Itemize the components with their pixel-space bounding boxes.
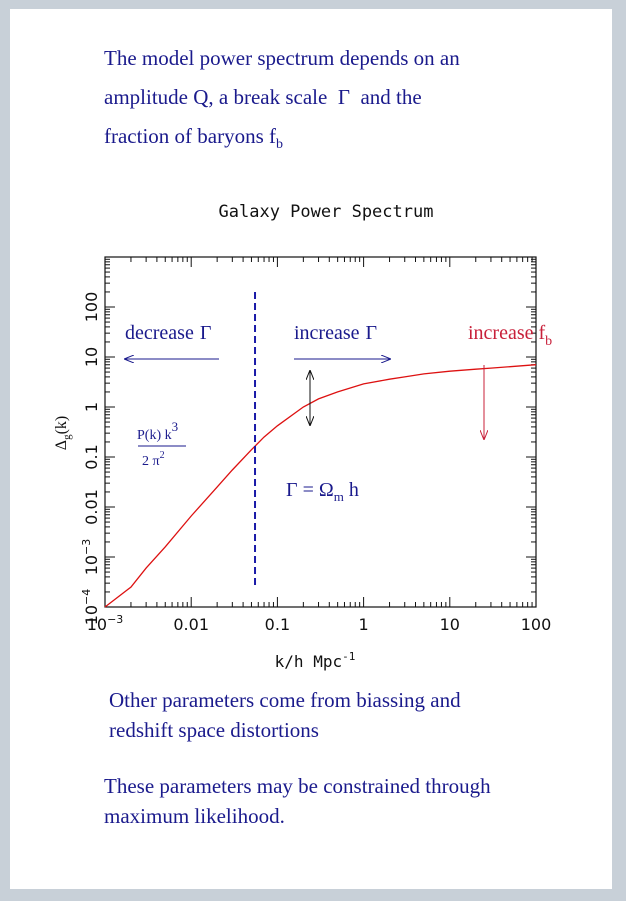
x-tick-label-text: 10: [87, 615, 107, 634]
decrease-gamma: Γ: [200, 322, 212, 344]
power-spectrum-curve: [104, 364, 537, 608]
plot-frame: [104, 256, 537, 608]
increase-text: increase: [294, 322, 360, 344]
gamma-eq-rhs: h: [344, 479, 359, 501]
y-tick-label-sup: −4: [80, 589, 93, 605]
y-tick-label: 10: [82, 347, 101, 367]
y-axis-label-tail: (k): [53, 416, 70, 435]
x-tick-label-text: 0.1: [265, 615, 290, 634]
decrease-text: decrease: [125, 322, 194, 344]
gamma-equation: Γ = Ωm h: [286, 479, 359, 504]
chart-title: Galaxy Power Spectrum: [219, 202, 434, 222]
other-parameters-paragraph: Other parameters come from biassing and …: [109, 685, 569, 745]
constrained-line-2: maximum likelihood.: [104, 804, 285, 828]
increase-fb-text: increase f: [468, 322, 546, 344]
gamma-symbol: Γ: [337, 85, 350, 109]
x-tick-label: 1: [359, 615, 369, 634]
gamma-eq-sub: m: [334, 489, 344, 504]
y-tick-label-text: 10: [82, 555, 101, 575]
increase-gamma: Γ: [366, 322, 378, 344]
x-tick-label: 10: [440, 615, 460, 634]
x-tick-label-sup: −3: [107, 613, 123, 626]
formula-numerator: P(k) k3: [137, 419, 178, 443]
decrease-gamma-label: decrease Γ: [125, 322, 211, 344]
x-axis-label-sup: -1: [342, 650, 355, 663]
y-axis-label: Δg(k): [53, 416, 73, 450]
power-spectrum-chart: Galaxy Power Spectrum 10−3 0.01 0.1 1 10 1001…: [53, 202, 552, 671]
x-axis-label-text: k/h Mpc: [275, 652, 342, 671]
y-tick-label-text: 0.1: [82, 444, 101, 469]
intro-line-2-text: amplitude Q, a break scale: [104, 85, 328, 109]
y-tick-label-text: 10: [82, 347, 101, 367]
intro-line-3-text: fraction of baryons f: [104, 124, 277, 148]
baryon-subscript: b: [276, 137, 284, 153]
intro-line-3: fraction of baryons fb: [104, 117, 584, 164]
y-tick-label-sup: −3: [80, 539, 93, 555]
formula-num-sup: 3: [172, 419, 179, 434]
y-axis-label-sub: g: [61, 434, 73, 440]
intro-paragraph: The model power spectrum depends on an a…: [104, 39, 584, 164]
constrained-paragraph: These parameters may be constrained thro…: [104, 771, 584, 831]
x-tick-label-text: 100: [521, 615, 552, 634]
y-tick-label-text: 0.01: [82, 489, 101, 525]
y-axis-label-delta: Δ: [53, 440, 70, 450]
gamma-eq-lhs: Γ: [286, 479, 298, 501]
formula-den-text: 2 π: [142, 454, 160, 469]
other-line-2: redshift space distortions: [109, 718, 319, 742]
other-line-1: Other parameters come from biassing and: [109, 688, 461, 712]
slide: The model power spectrum depends on an a…: [10, 9, 612, 889]
y-tick-label-text: 10: [82, 605, 101, 625]
x-tick-label: 0.1: [265, 615, 290, 634]
y-tick-label: 1: [82, 402, 101, 412]
y-tick-label: 0.1: [82, 444, 101, 469]
y-tick-label: 0.01: [82, 489, 101, 525]
y-tick-label-text: 100: [82, 292, 101, 323]
x-axis-label: k/h Mpc-1: [275, 650, 356, 671]
y-tick-label-text: 1: [82, 402, 101, 412]
y-tick-label: 100: [82, 292, 101, 323]
formula-num-text: P(k) k: [137, 428, 172, 443]
intro-line-2: amplitude Q, a break scale Γ and the: [104, 78, 584, 117]
increase-gamma-label: increase Γ: [294, 322, 377, 344]
y-tick-label: 10−3: [80, 539, 101, 576]
formula-denominator: 2 π2: [142, 450, 165, 469]
y-tick-label: 10−4: [80, 589, 101, 626]
constrained-line-1: These parameters may be constrained thro…: [104, 774, 491, 798]
intro-line-2-suffix: and the: [360, 85, 422, 109]
increase-fb-sub: b: [545, 334, 552, 349]
x-tick-label-text: 0.01: [173, 615, 209, 634]
x-tick-label: 0.01: [173, 615, 209, 634]
axis-ticks: [104, 257, 536, 608]
gamma-eq-mid: = Ω: [298, 479, 334, 501]
x-tick-label: 10−3: [87, 613, 124, 634]
x-tick-label-text: 1: [359, 615, 369, 634]
intro-line-1: The model power spectrum depends on an: [104, 46, 460, 70]
x-tick-label: 100: [521, 615, 552, 634]
increase-fb-label: increase fb: [468, 322, 552, 349]
formula-den-sup: 2: [160, 450, 165, 461]
x-tick-label-text: 10: [440, 615, 460, 634]
